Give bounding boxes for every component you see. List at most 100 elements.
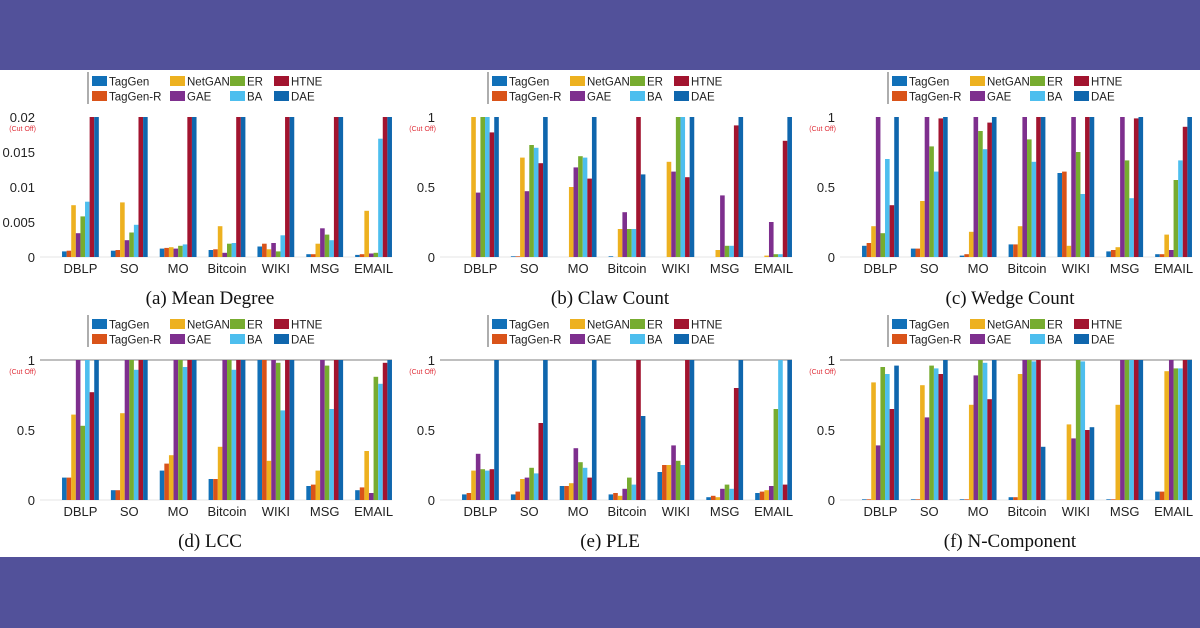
bar-ba-mo [182, 367, 188, 500]
legend: TagGen TagGen-R NetGAN GAE ER BA HTNE DAE [487, 72, 723, 104]
bar-gae-so [924, 417, 930, 500]
bar-dae-msg [338, 360, 344, 500]
bar-er-wiki [1075, 360, 1081, 500]
bar-dae-wiki [1089, 117, 1095, 257]
legend-swatch-taggen-r [892, 91, 907, 101]
bar-dae-dblp [494, 360, 499, 500]
x-tick-label: DBLP [63, 261, 97, 276]
bar-gae-so [124, 240, 130, 257]
legend-swatch-ba [230, 334, 245, 344]
bar-er-msg [324, 365, 330, 500]
bar-taggen-r-email [759, 491, 765, 500]
bar-taggen-msg [706, 497, 711, 500]
bar-gae-email [768, 222, 774, 257]
bar-ba-so [133, 369, 139, 500]
legend-label: BA [247, 92, 263, 104]
bar-netgan-msg [715, 497, 721, 500]
x-tick-label: WIKI [262, 504, 290, 519]
bar-taggen-msg [1106, 251, 1111, 257]
bar-gae-bitcoin [622, 488, 627, 500]
bar-er-wiki [275, 251, 281, 257]
legend-label: NetGAN [587, 77, 630, 89]
y-tick-label: 0.005 [2, 215, 35, 230]
bar-taggen-r-wiki [262, 243, 267, 257]
bar-htne-bitcoin [1036, 360, 1041, 500]
y-tick-label: 0 [28, 250, 35, 265]
bar-htne-so [938, 374, 944, 500]
bar-taggen-r-bitcoin [213, 249, 218, 257]
bar-taggen-r-mo [564, 486, 569, 500]
bar-taggen-so [110, 490, 116, 500]
bar-taggen-so [910, 248, 916, 257]
bar-er-msg [724, 245, 730, 257]
cut-off-label: (Cut Off) [9, 369, 36, 376]
legend-label: HTNE [1091, 77, 1123, 89]
bar-netgan-bitcoin [617, 229, 623, 257]
chart-claw-count: TagGen TagGen-R NetGAN GAE ER BA HTNE DAE 0 0.5 1(… [400, 70, 800, 313]
x-tick-label: MSG [1110, 261, 1140, 276]
y-tick-label: 0 [28, 493, 35, 508]
legend-label: BA [1047, 92, 1063, 104]
bar-ba-email [378, 383, 383, 500]
legend-swatch-gae [970, 334, 985, 344]
legend-swatch-er [630, 319, 645, 329]
legend-swatch-gae [170, 91, 185, 101]
bar-netgan-email [364, 451, 369, 500]
bar-ba-msg [329, 240, 334, 257]
bar-dae-wiki [1089, 427, 1095, 500]
y-tick-label: 0.5 [17, 423, 35, 438]
bar-gae-dblp [875, 117, 881, 257]
bar-taggen-email [755, 493, 760, 500]
legend-label: TagGen [109, 320, 149, 332]
legend-swatch-htne [674, 319, 689, 329]
legend-label: DAE [1091, 335, 1115, 347]
chart-svg: TagGenTagGen-RNetGANGAEERBAHTNEDAE00.51(… [809, 315, 1193, 552]
bar-netgan-dblp [871, 382, 876, 500]
bar-er-dblp [480, 469, 486, 500]
chart-caption: (f) N-Component [944, 531, 1077, 552]
legend-swatch-ba [1030, 91, 1045, 101]
x-tick-label: EMAIL [354, 261, 393, 276]
bar-dae-dblp [894, 365, 899, 500]
legend-label: BA [647, 92, 663, 104]
bar-netgan-mo [168, 455, 174, 500]
bar-netgan-dblp [871, 226, 876, 257]
legend-swatch-taggen-r [92, 334, 107, 344]
bar-taggen-mo [159, 248, 165, 257]
x-tick-label: WIKI [1062, 504, 1090, 519]
y-tick-label: 0 [428, 493, 435, 508]
bar-ba-mo [582, 467, 588, 500]
bar-htne-dblp [489, 132, 495, 257]
bar-er-mo [978, 131, 983, 257]
legend-swatch-dae [674, 91, 689, 101]
bar-ba-so [533, 473, 539, 500]
chart-n-component: TagGen TagGen-R NetGAN GAE ER BA HTNE DAE 0 0.5 1(… [800, 313, 1200, 556]
bar-taggen-r-so [915, 499, 921, 500]
bar-htne-dblp [89, 392, 95, 500]
bar-netgan-email [764, 255, 769, 257]
legend-swatch-dae [274, 91, 289, 101]
bar-ba-bitcoin [231, 243, 237, 257]
bar-netgan-mo [968, 404, 974, 500]
bar-netgan-email [364, 210, 369, 257]
bar-taggen-r-wiki [662, 465, 667, 500]
bar-netgan-mo [968, 231, 974, 257]
bar-dae-bitcoin [240, 117, 246, 257]
bar-er-msg [724, 484, 730, 500]
bar-netgan-dblp [71, 414, 76, 500]
legend-label: GAE [587, 92, 612, 104]
legend-swatch-htne [1074, 76, 1089, 86]
bar-gae-dblp [475, 453, 481, 500]
legend-label: GAE [987, 92, 1012, 104]
bar-netgan-bitcoin [1017, 226, 1023, 257]
legend-label: GAE [187, 92, 212, 104]
bar-gae-msg [720, 195, 725, 257]
bar-dae-wiki [289, 117, 295, 257]
bar-er-bitcoin [627, 229, 632, 257]
legend-swatch-taggen [92, 319, 107, 329]
chart-caption: (e) PLE [580, 531, 640, 552]
bar-gae-dblp [475, 192, 481, 257]
legend-swatch-gae [570, 334, 585, 344]
x-tick-label: MO [568, 504, 589, 519]
legend-label: BA [647, 335, 663, 347]
